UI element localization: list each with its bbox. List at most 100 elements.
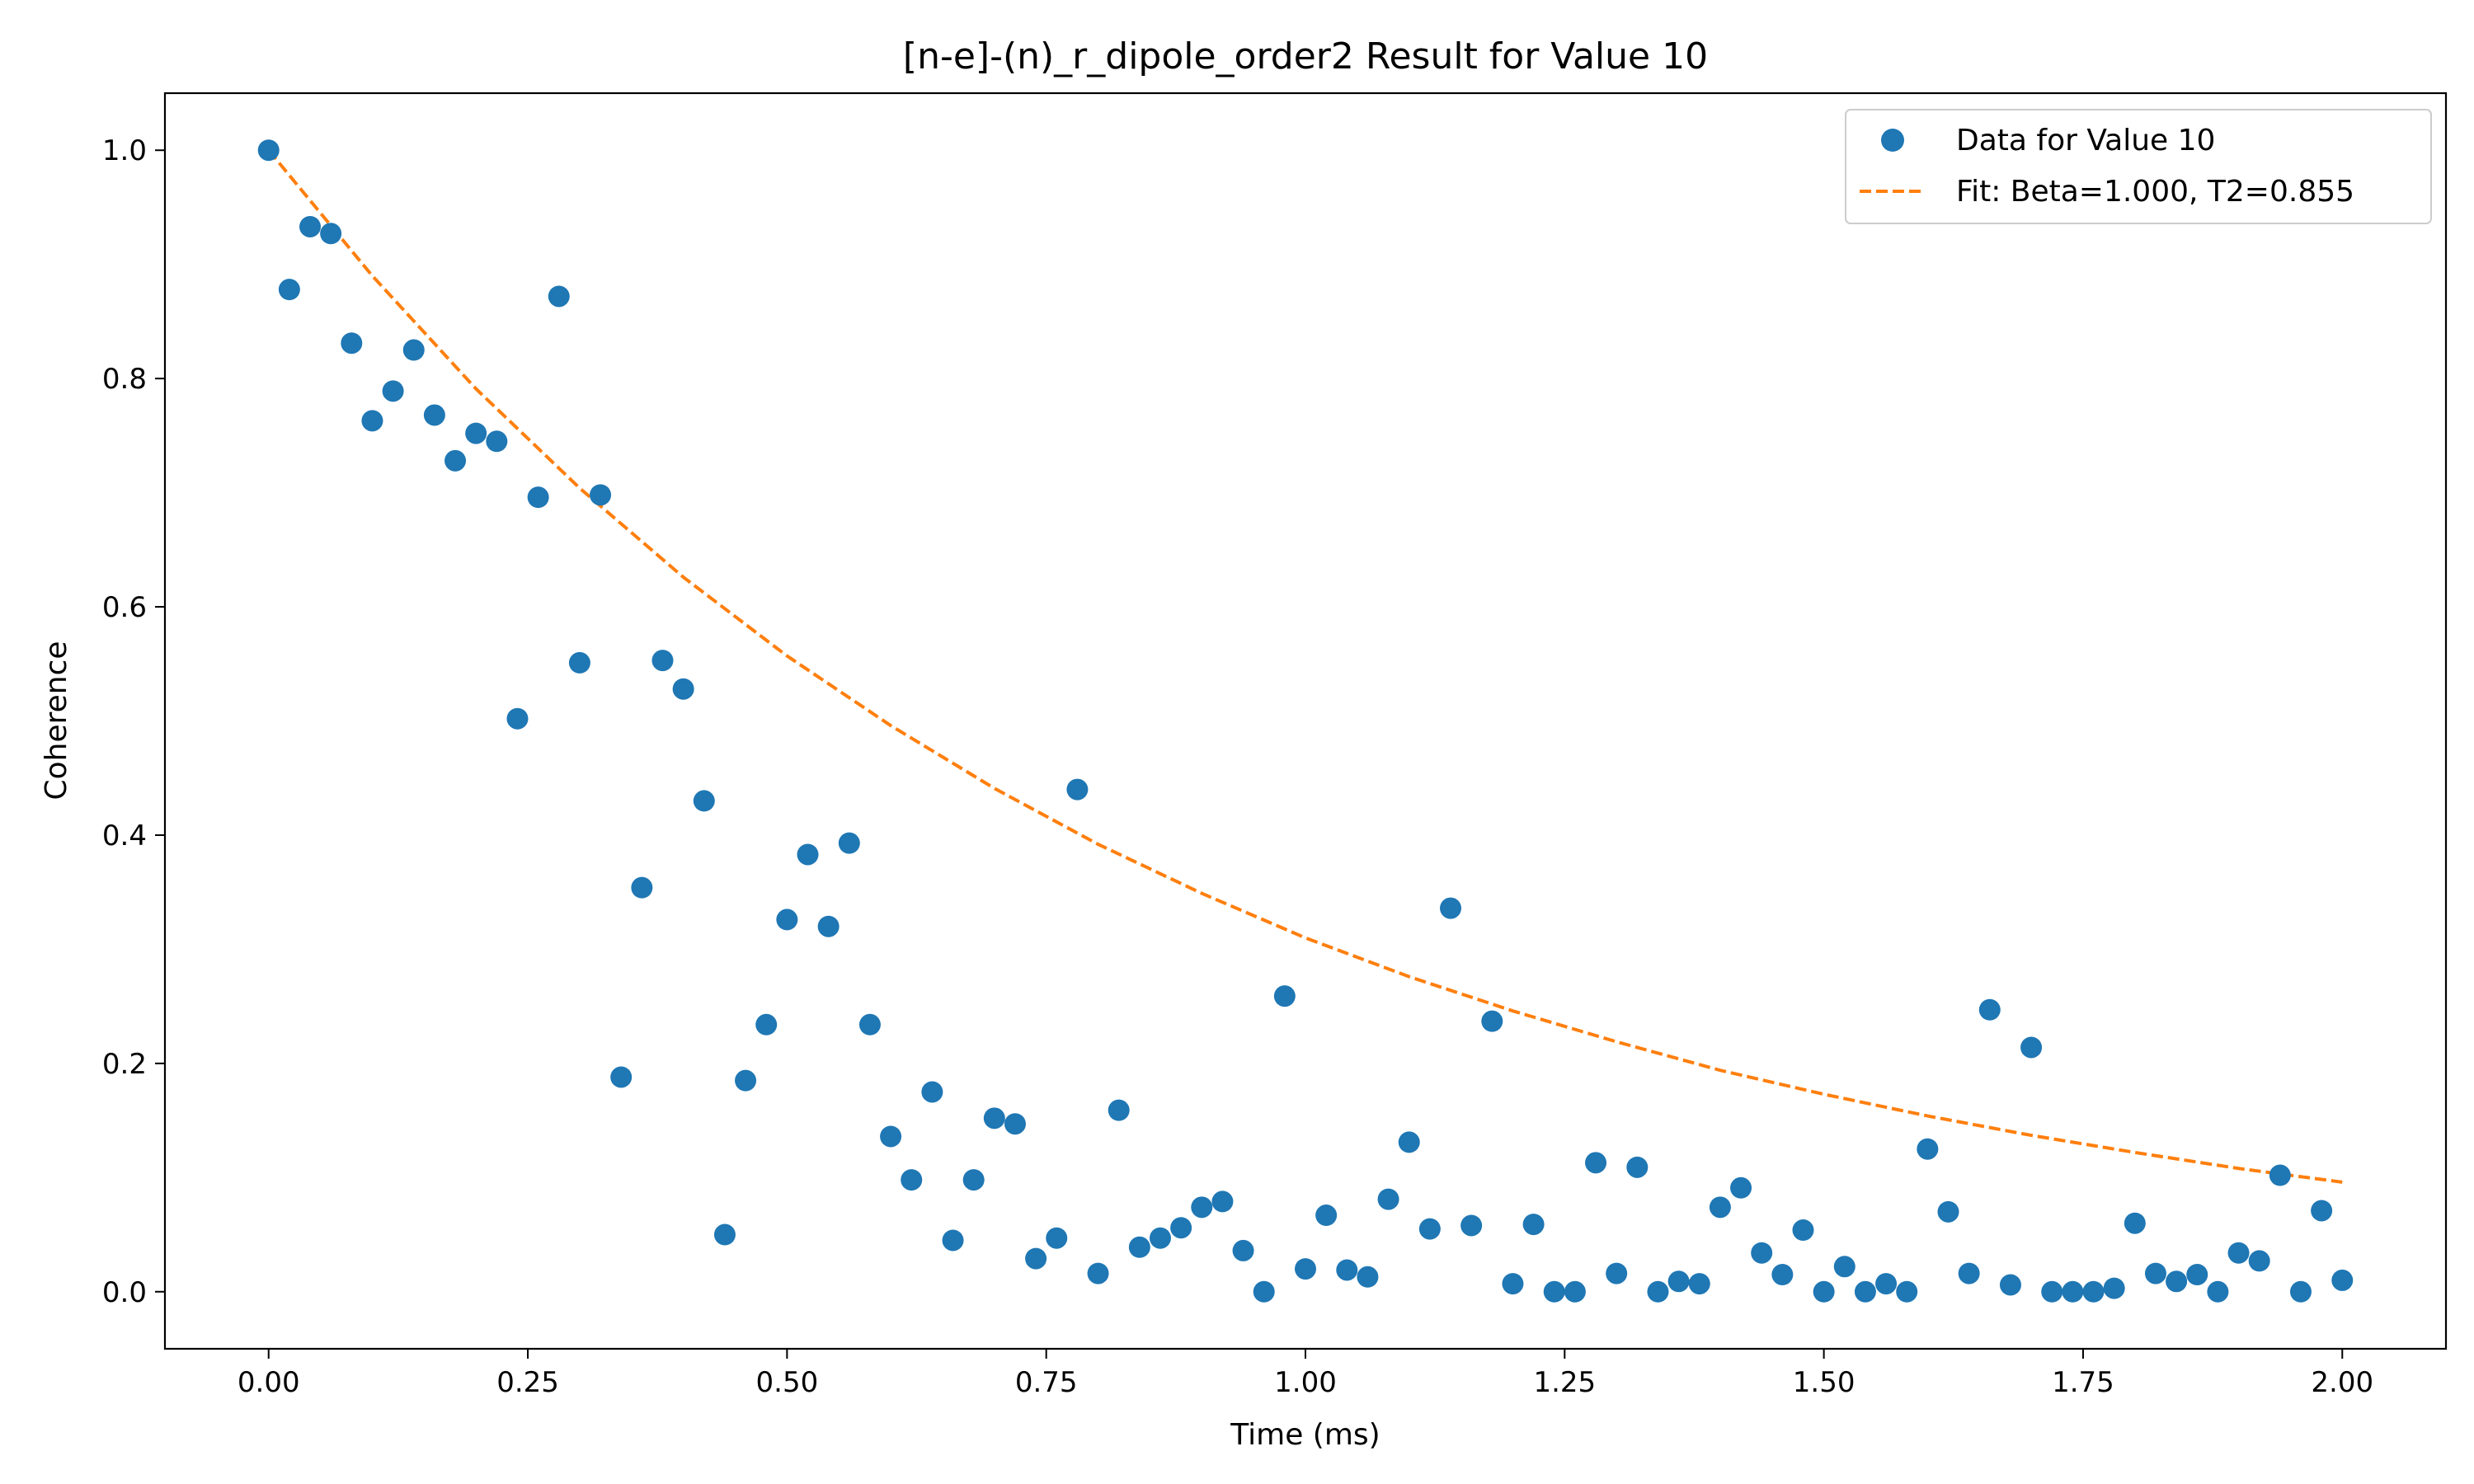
- data-point: [2269, 1164, 2291, 1186]
- data-point: [1128, 1236, 1150, 1258]
- data-point: [1460, 1214, 1483, 1237]
- legend-marker-data: [1881, 129, 1904, 152]
- data-point: [672, 678, 694, 700]
- x-tick-label: 1.50: [1793, 1366, 1856, 1399]
- data-point: [2144, 1262, 2166, 1284]
- data-point: [1647, 1280, 1669, 1303]
- data-point: [735, 1069, 757, 1092]
- data-point: [1191, 1196, 1213, 1219]
- data-point: [1771, 1264, 1794, 1285]
- y-tick-label: 0.6: [102, 591, 147, 624]
- data-point: [1149, 1227, 1171, 1249]
- legend-frame: [1845, 109, 2432, 224]
- data-point: [651, 650, 674, 672]
- x-axis-label: Time (ms): [1230, 1418, 1380, 1452]
- x-axis-ticks: 0.00 0.25 0.50 0.75 1.00 1.25 1.50 1.75 2.00: [238, 1349, 2373, 1399]
- data-point: [1917, 1138, 1939, 1160]
- data-point: [486, 430, 508, 453]
- data-point: [1585, 1152, 1607, 1174]
- data-point: [1398, 1131, 1420, 1153]
- x-tick-label: 0.50: [756, 1366, 819, 1399]
- data-point: [1896, 1280, 1918, 1303]
- data-point: [2041, 1280, 2063, 1303]
- data-point: [1046, 1227, 1068, 1249]
- fit-curve-layer: [267, 148, 2343, 1184]
- data-point: [2103, 1277, 2125, 1299]
- data-point: [1937, 1200, 1959, 1223]
- data-point: [1502, 1273, 1524, 1295]
- data-point: [921, 1081, 943, 1103]
- data-point: [1606, 1262, 1628, 1284]
- data-point: [1813, 1280, 1835, 1303]
- data-point: [1978, 998, 2001, 1021]
- x-tick-label: 0.25: [496, 1366, 559, 1399]
- data-point: [1025, 1247, 1047, 1270]
- data-point: [817, 915, 840, 937]
- data-point: [1854, 1280, 1876, 1303]
- data-point: [1667, 1270, 1690, 1293]
- x-tick-label: 1.75: [2052, 1366, 2114, 1399]
- data-point: [838, 832, 860, 854]
- data-point: [610, 1066, 633, 1088]
- data-point: [590, 484, 612, 506]
- data-point: [1875, 1273, 1898, 1295]
- data-point: [1377, 1188, 1399, 1210]
- data-point: [962, 1169, 985, 1191]
- data-point: [693, 790, 715, 812]
- data-point: [1066, 778, 1089, 801]
- plot-area: [165, 93, 2446, 1349]
- data-point: [402, 339, 425, 361]
- y-tick-label: 0.8: [102, 363, 147, 396]
- data-point: [2331, 1269, 2354, 1291]
- data-point: [858, 1013, 881, 1036]
- data-point: [1418, 1218, 1441, 1240]
- data-point: [568, 651, 590, 674]
- data-points-layer: [257, 139, 2354, 1303]
- data-point: [2289, 1280, 2312, 1303]
- y-tick-label: 0.0: [102, 1276, 147, 1309]
- legend: Data for Value 10 Fit: Beta=1.000, T2=0.…: [1845, 109, 2432, 224]
- data-point: [1170, 1217, 1192, 1239]
- data-point: [2186, 1264, 2208, 1285]
- x-tick-label: 1.25: [1533, 1366, 1596, 1399]
- x-tick-label: 2.00: [2311, 1366, 2373, 1399]
- data-point: [2062, 1280, 2084, 1303]
- data-point: [1730, 1176, 1752, 1199]
- data-point: [901, 1169, 923, 1191]
- data-point: [1108, 1099, 1130, 1121]
- data-point: [465, 422, 487, 444]
- y-tick-label: 0.2: [102, 1048, 147, 1081]
- data-point: [1688, 1273, 1710, 1295]
- data-point: [1087, 1262, 1109, 1284]
- data-point: [1004, 1113, 1026, 1135]
- legend-label-fit: Fit: Beta=1.000, T2=0.855: [1956, 175, 2354, 209]
- data-point: [444, 449, 467, 472]
- data-point: [278, 279, 300, 301]
- y-axis-label: Coherence: [40, 641, 73, 800]
- x-tick-label: 1.00: [1274, 1366, 1337, 1399]
- data-point: [1481, 1010, 1503, 1032]
- data-point: [755, 1013, 778, 1036]
- data-point: [1626, 1156, 1649, 1178]
- data-point: [1336, 1259, 1358, 1281]
- data-point: [631, 876, 653, 899]
- data-point: [942, 1229, 964, 1252]
- data-point: [2166, 1270, 2188, 1293]
- legend-label-data: Data for Value 10: [1956, 124, 2215, 157]
- chart-title: [n-e]-(n)_r_dipole_order2 Result for Val…: [903, 35, 1708, 77]
- data-point: [527, 486, 549, 509]
- data-point: [2020, 1036, 2043, 1059]
- data-point: [1751, 1242, 1773, 1264]
- fit-curve: [267, 148, 2343, 1184]
- data-point: [1792, 1219, 1814, 1242]
- data-point: [506, 707, 529, 730]
- x-tick-label: 0.75: [1015, 1366, 1078, 1399]
- data-point: [1253, 1280, 1275, 1303]
- data-point: [548, 285, 570, 308]
- data-point: [382, 380, 404, 402]
- data-point: [1295, 1258, 1316, 1280]
- data-point: [1958, 1262, 1980, 1284]
- data-point: [1543, 1280, 1565, 1303]
- data-point: [257, 139, 280, 162]
